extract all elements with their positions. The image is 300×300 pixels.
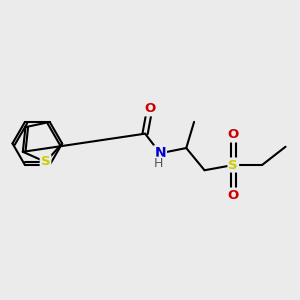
Text: O: O: [228, 189, 239, 202]
Text: N: N: [154, 146, 166, 160]
Text: S: S: [229, 158, 238, 172]
Text: S: S: [41, 155, 50, 168]
Text: H: H: [154, 157, 164, 170]
Text: O: O: [228, 128, 239, 142]
Text: O: O: [144, 102, 155, 115]
